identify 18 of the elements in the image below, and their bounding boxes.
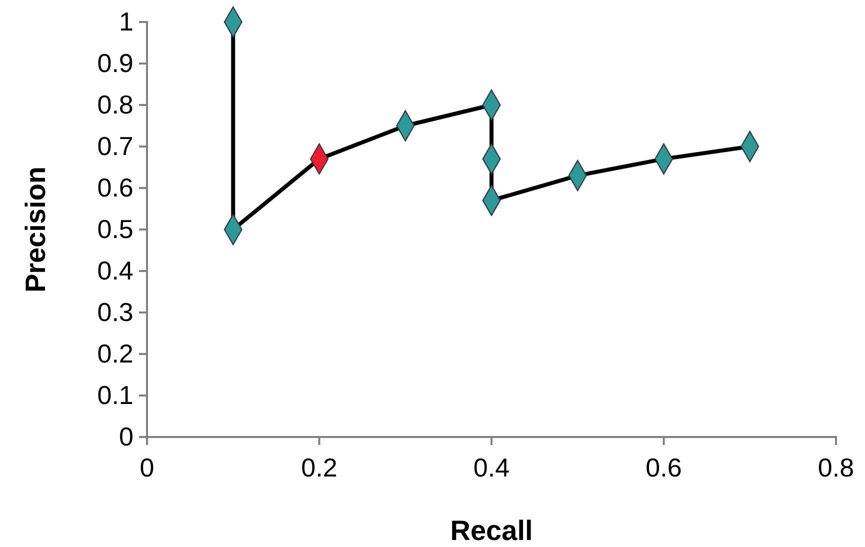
y-tick-label: 0.6 [97,172,134,202]
y-tick-label: 0 [118,421,134,452]
x-tick-label: 0.6 [646,452,682,483]
x-tick-label: 0.8 [818,452,854,483]
y-tick-label: 0.1 [97,380,134,410]
y-tick-label: 0.9 [97,48,134,78]
x-tick-label: 0.2 [301,452,338,483]
y-tick-label: 0.3 [97,296,134,327]
x-tick-label: 0.4 [473,452,510,483]
x-axis-title: Recall [450,515,533,546]
y-tick-label: 0.8 [97,89,134,120]
y-axis-title: Precision [20,166,51,293]
x-tick-label: 0 [140,452,154,483]
y-tick-label: 0.5 [97,214,134,244]
y-tick-label: 0.7 [97,130,134,161]
y-tick-label: 0.4 [97,255,134,286]
y-tick-label: 0.2 [97,338,134,368]
y-tick-label: 1 [118,6,134,36]
